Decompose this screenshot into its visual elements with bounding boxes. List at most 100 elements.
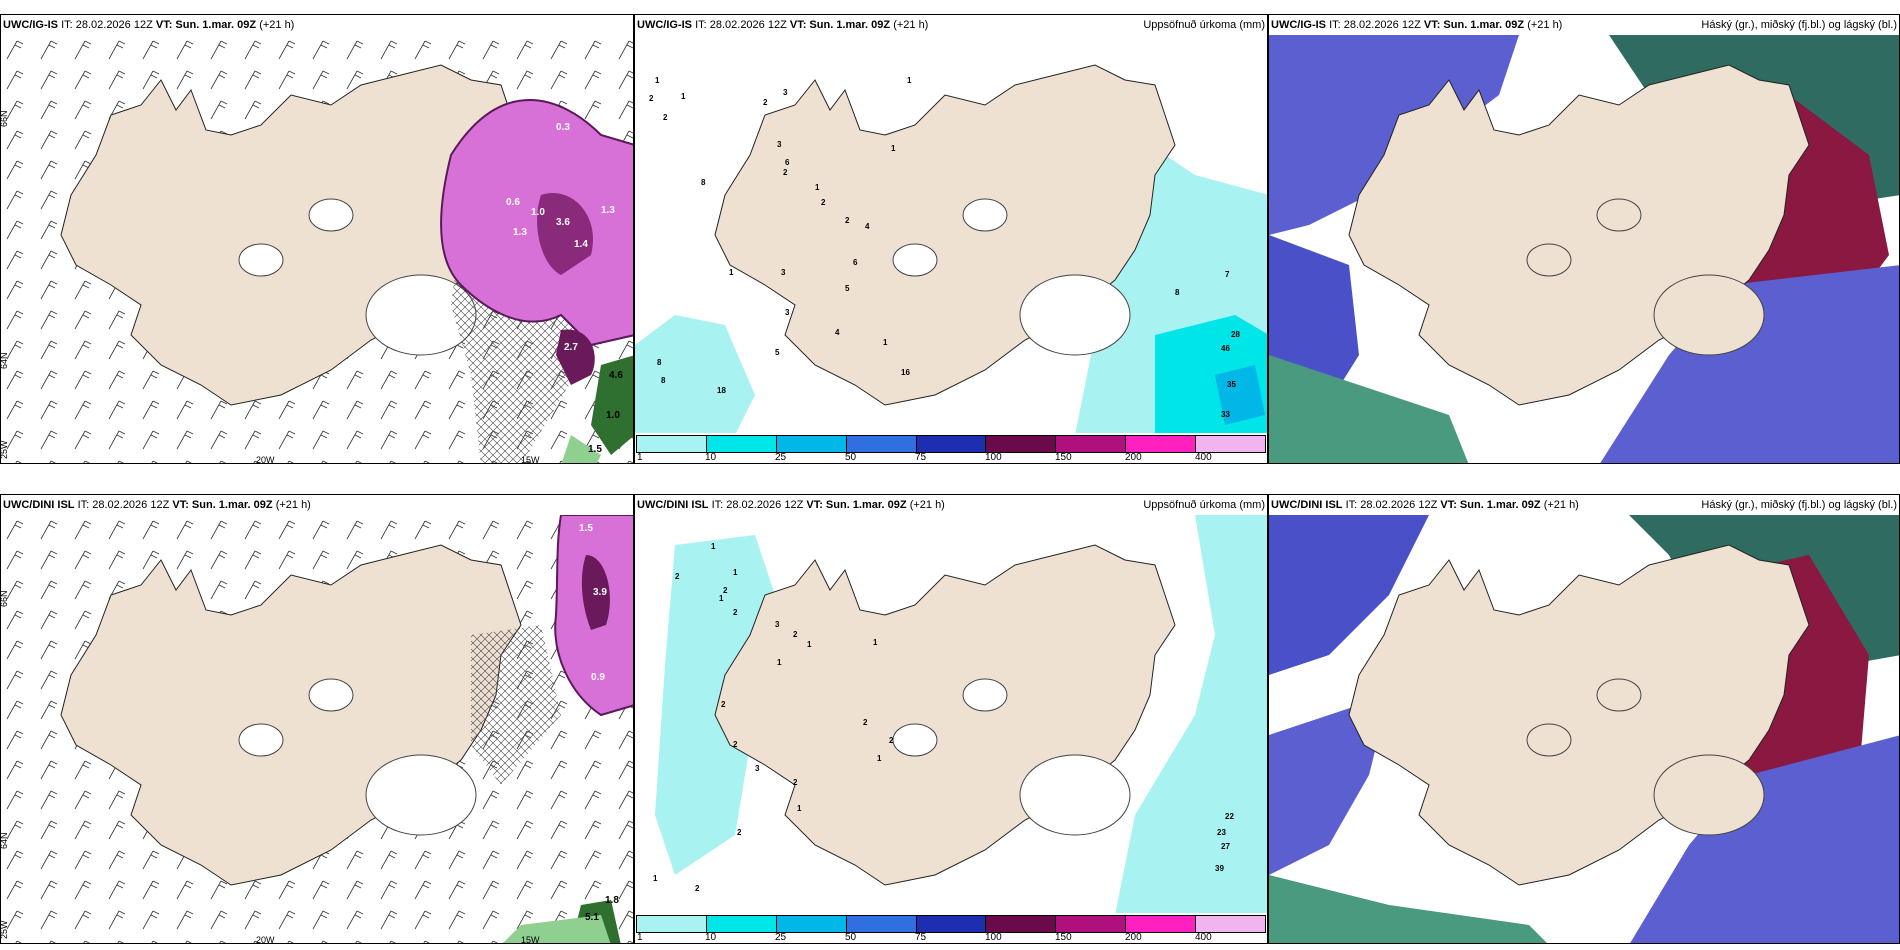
legend-tick: 200 bbox=[1125, 452, 1142, 463]
precip-value-label: 1 bbox=[807, 640, 812, 649]
legend-tick: 50 bbox=[845, 452, 857, 463]
panel-header: UWC/IG-IS IT: 28.02.2026 12Z VT: Sun. 1.… bbox=[635, 15, 1267, 35]
precip-value-label: 2 bbox=[649, 94, 654, 103]
glacier bbox=[962, 198, 1008, 232]
legend-swatch bbox=[916, 916, 987, 932]
snow-label: 0.9 bbox=[591, 672, 605, 683]
panel-field-title: Uppsöfnuð úrkoma (mm) bbox=[1143, 19, 1265, 31]
valid-time: Sun. 1.mar. 09Z bbox=[175, 19, 257, 31]
precip-value-label: 3 bbox=[781, 268, 786, 277]
rain-precip-light bbox=[503, 915, 611, 943]
precip-value-label: 2 bbox=[863, 718, 868, 727]
panel-header: UWC/DINI ISL IT: 28.02.2026 12Z VT: Sun.… bbox=[3, 499, 311, 511]
init-time: IT: 28.02.2026 12Z bbox=[61, 19, 153, 31]
panel-header: UWC/IG-IS IT: 28.02.2026 12Z VT: Sun. 1.… bbox=[3, 19, 295, 31]
legend-swatch bbox=[1056, 916, 1127, 932]
lon-label-15w: 15W bbox=[521, 455, 540, 464]
precip-value-label: 27 bbox=[1221, 842, 1230, 851]
lat-label-64n: 64N bbox=[1, 832, 9, 849]
legend-swatch bbox=[916, 436, 987, 452]
low-cloud bbox=[1630, 735, 1899, 943]
glacier bbox=[1526, 723, 1572, 757]
legend-swatch bbox=[986, 436, 1057, 452]
precip-value-label: 5 bbox=[775, 348, 780, 357]
precip-value-label: 35 bbox=[1227, 380, 1236, 389]
mid-cloud bbox=[1269, 355, 1469, 463]
lon-label-20w: 20W bbox=[256, 935, 275, 944]
precip-value-label: 1 bbox=[891, 144, 896, 153]
legend-swatch bbox=[1126, 436, 1197, 452]
legend-tick: 10 bbox=[705, 932, 717, 943]
precip-value-label: 2 bbox=[889, 736, 894, 745]
precip-area bbox=[655, 535, 775, 875]
precip-value-label: 5 bbox=[845, 284, 850, 293]
panel-header: UWC/IG-IS IT: 28.02.2026 12Z VT: Sun. 1.… bbox=[1269, 15, 1899, 35]
mid-cloud bbox=[1269, 875, 1547, 943]
precip-legend: 1 10 25 50 75 100 150 200 400 bbox=[635, 913, 1267, 943]
snow-label: 1.4 bbox=[574, 239, 588, 250]
panel-ig-wind-snow: UWC/IG-IS IT: 28.02.2026 12Z VT: Sun. 1.… bbox=[0, 14, 634, 464]
precip-value-label: 1 bbox=[729, 268, 734, 277]
lon-label-20w: 20W bbox=[256, 455, 275, 464]
snow-label: 5.1 bbox=[585, 912, 599, 923]
precip-value-label: 1 bbox=[873, 638, 878, 647]
precip-value-label: 2 bbox=[721, 700, 726, 709]
legend-tick: 150 bbox=[1055, 452, 1072, 463]
precip-value-label: 2 bbox=[793, 778, 798, 787]
legend-tick: 25 bbox=[775, 932, 787, 943]
precip-value-label: 6 bbox=[853, 258, 858, 267]
lon-label-25w: 25W bbox=[1, 920, 9, 939]
panel-field-title: Háský (gr.), miðský (fj.bl.) og lágský (… bbox=[1701, 499, 1897, 511]
legend-swatch bbox=[986, 916, 1057, 932]
precip-value-label: 1 bbox=[711, 542, 716, 551]
precip-value-label: 1 bbox=[719, 594, 724, 603]
precip-value-label: 1 bbox=[877, 754, 882, 763]
glacier-vatnajokull bbox=[1019, 754, 1131, 836]
precip-value-label: 18 bbox=[717, 386, 726, 395]
legend-tick: 100 bbox=[985, 452, 1002, 463]
snow-label: 3.6 bbox=[556, 217, 570, 228]
precip-value-label: 2 bbox=[821, 198, 826, 207]
glacier bbox=[1596, 678, 1642, 712]
precip-value-label: 4 bbox=[865, 222, 870, 231]
lat-label-66n: 66N bbox=[1, 590, 9, 607]
map-clouds bbox=[1269, 35, 1899, 463]
legend-swatch bbox=[776, 916, 847, 932]
panel-header: UWC/DINI ISL IT: 28.02.2026 12Z VT: Sun.… bbox=[635, 495, 1267, 515]
glacier bbox=[892, 723, 938, 757]
snow-precip-area bbox=[440, 99, 633, 347]
hatched-area bbox=[471, 625, 561, 785]
precip-value-label: 33 bbox=[1221, 410, 1230, 419]
legend-tick: 50 bbox=[845, 932, 857, 943]
legend-tick: 400 bbox=[1195, 452, 1212, 463]
precip-value-label: 1 bbox=[733, 568, 738, 577]
precip-value-label: 3 bbox=[775, 620, 780, 629]
precip-value-label: 2 bbox=[675, 572, 680, 581]
legend-swatch bbox=[776, 436, 847, 452]
precip-value-label: 1 bbox=[777, 658, 782, 667]
precip-value-label: 39 bbox=[1215, 864, 1224, 873]
precip-value-label: 3 bbox=[783, 88, 788, 97]
legend-swatch bbox=[1126, 916, 1197, 932]
legend-colorbar bbox=[636, 435, 1266, 453]
precip-area bbox=[1215, 365, 1265, 425]
lat-label-64n: 64N bbox=[1, 352, 9, 369]
rain-precip-area bbox=[591, 355, 633, 455]
panel-field-title: Háský (gr.), miðský (fj.bl.) og lágský (… bbox=[1701, 19, 1897, 31]
glacier bbox=[962, 678, 1008, 712]
legend-tick: 100 bbox=[985, 932, 1002, 943]
glacier bbox=[238, 723, 284, 757]
legend-tick: 1 bbox=[637, 452, 643, 463]
glacier bbox=[308, 198, 354, 232]
precip-value-label: 22 bbox=[1225, 812, 1234, 821]
panel-dini-precip: UWC/DINI ISL IT: 28.02.2026 12Z VT: Sun.… bbox=[634, 494, 1268, 944]
legend-swatch bbox=[1196, 916, 1266, 932]
precip-value-label: 1 bbox=[883, 338, 888, 347]
legend-tick: 150 bbox=[1055, 932, 1072, 943]
precip-value-label: 2 bbox=[695, 884, 700, 893]
legend-tick: 200 bbox=[1125, 932, 1142, 943]
precip-value-label: 2 bbox=[733, 740, 738, 749]
legend-tick: 10 bbox=[705, 452, 717, 463]
legend-swatch bbox=[1056, 436, 1127, 452]
